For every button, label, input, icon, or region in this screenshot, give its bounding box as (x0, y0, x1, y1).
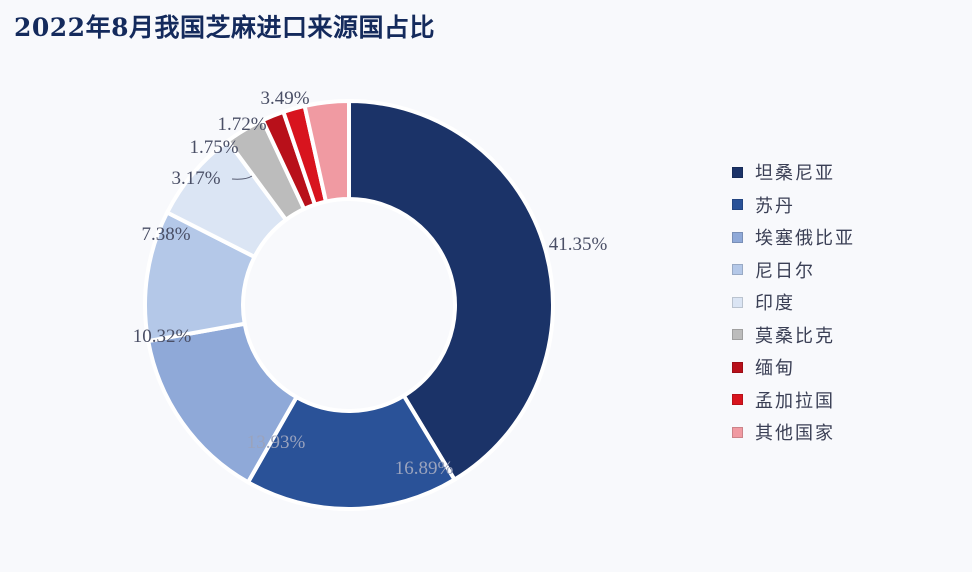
legend-swatch-icon (732, 231, 743, 243)
legend-swatch-icon (732, 394, 743, 406)
data-label: 1.75% (189, 137, 238, 158)
legend-item: 苏丹 (732, 189, 855, 222)
legend-label: 其他国家 (755, 423, 835, 445)
legend-label: 莫桑比克 (755, 325, 835, 347)
donut-slice (145, 321, 300, 485)
legend-label: 印度 (755, 293, 795, 315)
leader-line (231, 175, 253, 180)
data-label: 13.93% (247, 432, 306, 453)
legend-item: 印度 (732, 286, 855, 319)
legend-label: 埃塞俄比亚 (755, 228, 855, 250)
legend-label: 缅甸 (755, 358, 795, 380)
chart-title: 2022年8月我国芝麻进口来源国占比 (14, 13, 435, 42)
legend-item: 莫桑比克 (732, 319, 855, 352)
data-label: 3.49% (260, 88, 309, 109)
legend-swatch-icon (732, 296, 743, 308)
legend-item: 尼日尔 (732, 254, 855, 287)
donut-slice (245, 392, 458, 511)
legend-item: 埃塞俄比亚 (732, 221, 855, 254)
legend-swatch-icon (732, 329, 743, 341)
data-label: 10.32% (133, 326, 192, 347)
data-label: 16.89% (395, 458, 454, 479)
legend-item: 其他国家 (732, 416, 855, 449)
data-label: 7.38% (141, 224, 190, 245)
chart-legend: 坦桑尼亚苏丹埃塞俄比亚尼日尔印度莫桑比克缅甸孟加拉国其他国家 (732, 156, 855, 449)
legend-swatch-icon (732, 199, 743, 211)
legend-swatch-icon (732, 166, 743, 178)
legend-item: 坦桑尼亚 (732, 156, 855, 189)
donut-slice (347, 98, 555, 483)
donut-slice (302, 98, 351, 204)
legend-swatch-icon (732, 426, 743, 438)
data-label: 1.72% (217, 114, 266, 135)
legend-label: 坦桑尼亚 (755, 163, 835, 185)
legend-item: 缅甸 (732, 351, 855, 384)
legend-label: 苏丹 (755, 195, 795, 217)
legend-label: 孟加拉国 (755, 390, 835, 412)
data-label: 3.17% (171, 168, 220, 189)
legend-label: 尼日尔 (755, 260, 815, 282)
legend-item: 孟加拉国 (732, 384, 855, 417)
legend-swatch-icon (732, 264, 743, 276)
legend-swatch-icon (732, 361, 743, 373)
data-label: 41.35% (549, 234, 608, 255)
